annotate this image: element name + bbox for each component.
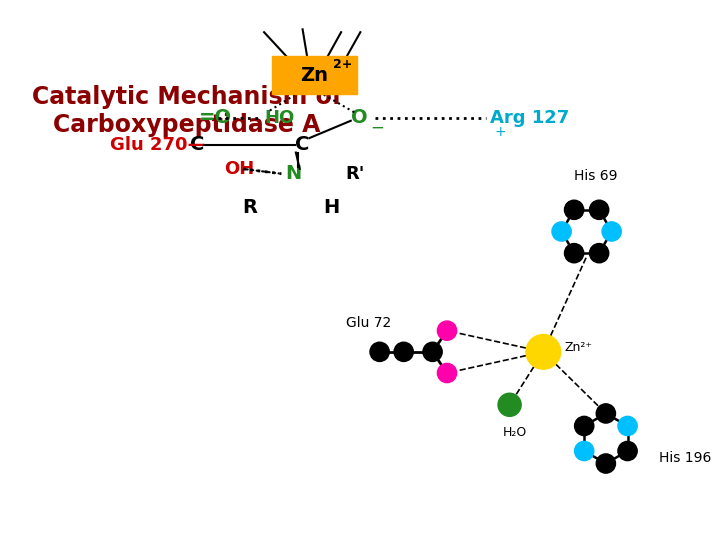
- Circle shape: [575, 416, 594, 436]
- Text: 2+: 2+: [333, 58, 353, 71]
- Text: −: −: [370, 118, 384, 137]
- Text: C: C: [295, 136, 310, 154]
- Text: Glu 72: Glu 72: [346, 316, 391, 330]
- Circle shape: [437, 321, 456, 340]
- Circle shape: [437, 363, 456, 383]
- Text: O: O: [351, 109, 367, 127]
- Text: H: H: [323, 198, 340, 217]
- Circle shape: [498, 393, 521, 416]
- Text: N: N: [285, 164, 301, 183]
- Circle shape: [526, 334, 561, 369]
- Circle shape: [618, 416, 637, 436]
- FancyBboxPatch shape: [271, 56, 357, 94]
- Circle shape: [552, 222, 571, 241]
- Circle shape: [590, 244, 608, 263]
- Circle shape: [423, 342, 442, 361]
- Text: Zn: Zn: [300, 66, 328, 85]
- Circle shape: [564, 200, 584, 219]
- Circle shape: [564, 244, 584, 263]
- Text: OH: OH: [224, 160, 254, 178]
- Circle shape: [602, 222, 621, 241]
- Circle shape: [618, 441, 637, 461]
- Text: C: C: [189, 136, 204, 154]
- Text: HO: HO: [264, 109, 294, 127]
- Text: His 69: His 69: [575, 169, 618, 183]
- Text: Glu 270—: Glu 270—: [110, 136, 206, 154]
- Circle shape: [596, 454, 616, 473]
- Text: Arg 127: Arg 127: [490, 109, 570, 127]
- Text: R: R: [242, 198, 257, 217]
- Circle shape: [590, 200, 608, 219]
- Text: Zn²⁺: Zn²⁺: [564, 341, 593, 354]
- Circle shape: [370, 342, 390, 361]
- Text: His 196: His 196: [659, 451, 711, 465]
- Circle shape: [394, 342, 413, 361]
- Text: +: +: [494, 125, 506, 139]
- Circle shape: [596, 404, 616, 423]
- Text: =O: =O: [199, 109, 232, 127]
- Text: Catalytic Mechanism of
Carboxypeptidase A: Catalytic Mechanism of Carboxypeptidase …: [32, 85, 342, 137]
- Text: H₂O: H₂O: [503, 426, 526, 439]
- Circle shape: [575, 441, 594, 461]
- Text: R': R': [346, 165, 365, 183]
